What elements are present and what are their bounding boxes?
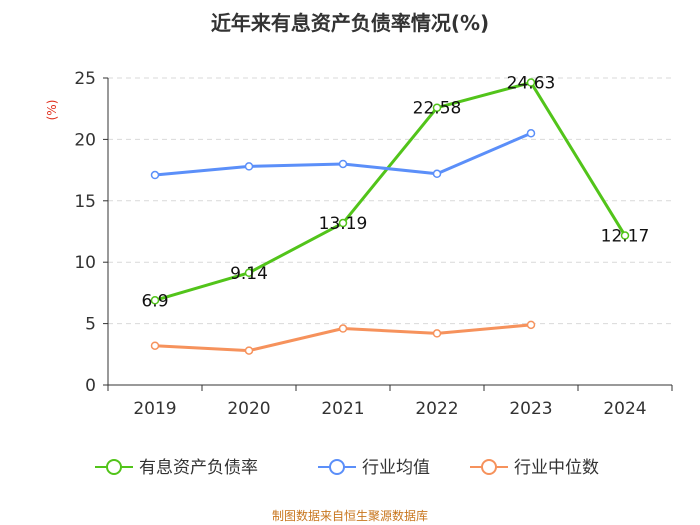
interest-bearing-debt-ratio-point bbox=[244, 268, 254, 278]
industry-median-legend-label: 行业中位数 bbox=[514, 458, 599, 478]
y-tick-label: 20 bbox=[74, 130, 96, 150]
interest-bearing-debt-ratio-point bbox=[526, 78, 536, 87]
series-lines bbox=[150, 78, 630, 355]
industry-median-legend-marker bbox=[481, 459, 497, 475]
chart-title: 近年来有息资产负债率情况(%) bbox=[211, 11, 489, 35]
industry-median-point bbox=[432, 329, 442, 338]
data-label: 9.14 bbox=[230, 264, 268, 284]
data-label: 13.19 bbox=[319, 214, 368, 234]
industry-median-point bbox=[150, 341, 160, 350]
x-tick-label: 2020 bbox=[227, 399, 270, 419]
data-label: 12.17 bbox=[601, 227, 650, 247]
axes: 0 5 10 15 20 25 2019 2020 2021 2022 2023 2024 bbox=[74, 69, 673, 419]
x-tick-label: 2023 bbox=[509, 399, 552, 419]
industry-average-point bbox=[244, 162, 254, 171]
y-axis-unit-label: (%) bbox=[45, 100, 59, 121]
interest-bearing-debt-ratio-legend-marker bbox=[106, 459, 122, 475]
source-note: 制图数据来自恒生聚源数据库 bbox=[272, 508, 428, 523]
data-labels: 6.9 9.14 13.19 22.58 24.63 12.17 bbox=[141, 74, 649, 312]
legend: 有息资产负债率 行业均值 行业中位数 bbox=[95, 458, 599, 478]
interest-bearing-debt-ratio-point bbox=[432, 103, 442, 112]
industry-average-point bbox=[432, 169, 442, 179]
industry-median-point bbox=[338, 324, 348, 333]
x-tick-label: 2021 bbox=[321, 399, 364, 419]
grid-lines bbox=[108, 77, 672, 325]
data-label: 24.63 bbox=[507, 74, 556, 94]
industry-average-point bbox=[338, 159, 348, 169]
y-tick-label: 25 bbox=[74, 69, 96, 89]
interest-bearing-debt-ratio-line bbox=[154, 81, 627, 302]
interest-bearing-debt-ratio-point bbox=[150, 296, 160, 305]
data-label: 6.9 bbox=[141, 291, 168, 311]
interest-bearing-debt-ratio-point bbox=[338, 218, 348, 228]
interest-bearing-debt-ratio-point bbox=[620, 231, 630, 240]
x-tick-label: 2024 bbox=[603, 399, 646, 419]
y-tick-label: 15 bbox=[74, 192, 96, 212]
industry-median-point bbox=[244, 346, 254, 355]
y-tick-label: 5 bbox=[85, 315, 96, 335]
interest-bearing-debt-ratio-legend-label: 有息资产负债率 bbox=[139, 458, 258, 478]
data-label: 22.58 bbox=[413, 99, 462, 119]
industry-average-point bbox=[150, 170, 160, 180]
y-tick-label: 10 bbox=[74, 253, 96, 273]
industry-average-legend-label: 行业均值 bbox=[362, 458, 430, 478]
industry-average-legend-marker bbox=[329, 459, 345, 475]
y-tick-label: 0 bbox=[85, 376, 96, 396]
industry-median-point bbox=[526, 320, 536, 330]
industry-average-point bbox=[526, 129, 536, 138]
x-tick-label: 2019 bbox=[133, 399, 176, 419]
x-tick-label: 2022 bbox=[415, 399, 458, 419]
